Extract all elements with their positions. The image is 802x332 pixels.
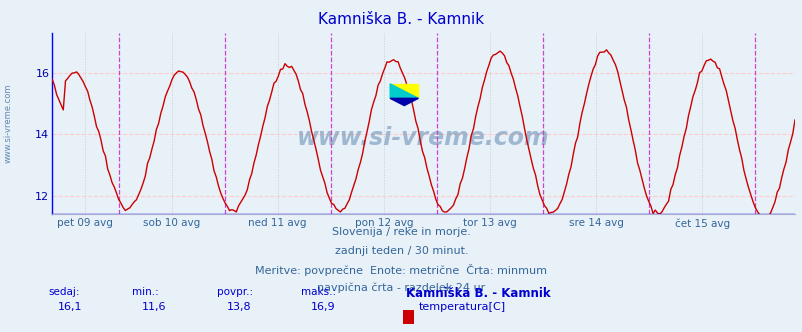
Polygon shape xyxy=(390,84,418,98)
Text: 11,6: 11,6 xyxy=(142,302,167,312)
Text: Slovenija / reke in morje.: Slovenija / reke in morje. xyxy=(332,227,470,237)
Polygon shape xyxy=(390,98,418,106)
Text: maks.:: maks.: xyxy=(301,287,336,296)
Text: zadnji teden / 30 minut.: zadnji teden / 30 minut. xyxy=(334,246,468,256)
Text: Kamniška B. - Kamnik: Kamniška B. - Kamnik xyxy=(405,287,549,299)
Text: www.si-vreme.com: www.si-vreme.com xyxy=(297,126,549,150)
Text: povpr.:: povpr.: xyxy=(217,287,253,296)
Text: Meritve: povprečne  Enote: metrične  Črta: minmum: Meritve: povprečne Enote: metrične Črta:… xyxy=(255,264,547,276)
Text: 16,1: 16,1 xyxy=(58,302,83,312)
Text: sedaj:: sedaj: xyxy=(48,287,79,296)
Text: min.:: min.: xyxy=(132,287,159,296)
Text: www.si-vreme.com: www.si-vreme.com xyxy=(3,83,13,163)
Text: temperatura[C]: temperatura[C] xyxy=(419,302,505,312)
Text: Kamniška B. - Kamnik: Kamniška B. - Kamnik xyxy=(318,12,484,27)
Text: 13,8: 13,8 xyxy=(226,302,251,312)
Polygon shape xyxy=(390,84,418,98)
Text: navpična črta - razdelek 24 ur: navpična črta - razdelek 24 ur xyxy=(317,282,485,293)
Text: 16,9: 16,9 xyxy=(310,302,335,312)
